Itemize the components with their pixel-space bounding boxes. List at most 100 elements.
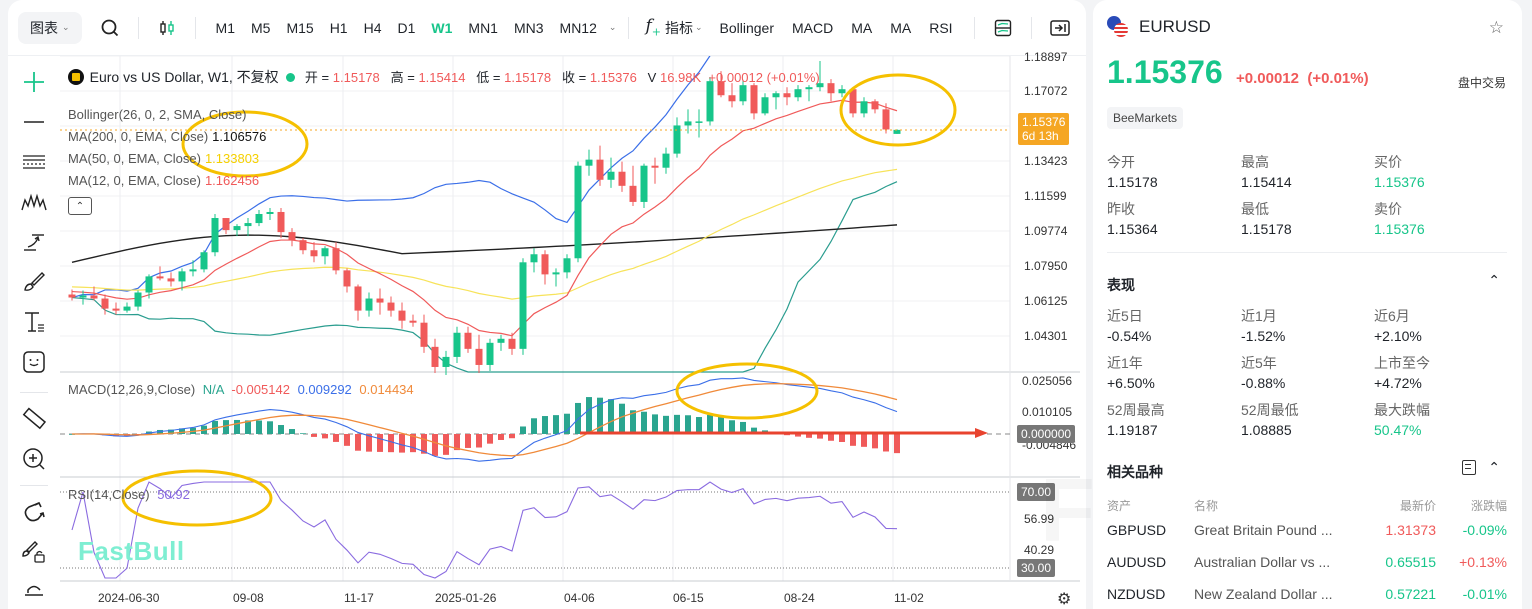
ma50-value: 1.133803: [204, 151, 260, 166]
collapse-performance-icon[interactable]: ⌃: [1488, 272, 1500, 288]
text-tool-icon[interactable]: [20, 308, 48, 336]
pattern-icon[interactable]: [20, 188, 48, 216]
perf-label: 52周最高: [1107, 402, 1165, 418]
legend-ma12[interactable]: MA(12, 0, EMA, Close) 1.162456: [68, 173, 259, 188]
rsi-value: 50.92: [157, 487, 190, 502]
related-asset: GBPUSD: [1107, 522, 1167, 538]
price-chart-canvas[interactable]: [60, 56, 1080, 609]
crosshair-icon[interactable]: [20, 68, 48, 96]
search-icon[interactable]: [94, 12, 126, 44]
timeframe-m15[interactable]: M15: [286, 19, 314, 36]
quote-value: 1.15178: [1241, 221, 1292, 237]
related-price: 0.57221: [1385, 586, 1436, 602]
emoji-icon[interactable]: [20, 348, 48, 376]
eu-us-flag-icon: [1107, 16, 1129, 38]
quote-value: 1.15364: [1107, 221, 1158, 237]
broker-tag[interactable]: BeeMarkets: [1107, 107, 1184, 129]
quote-ask: 卖价 1.15376: [1374, 199, 1425, 237]
quote-label: 卖价: [1374, 201, 1402, 217]
perf-value: -1.52%: [1241, 328, 1286, 344]
price-tick: 1.11599: [1024, 189, 1067, 203]
timeframe-mn12[interactable]: MN12: [559, 19, 597, 36]
quote-label: 今开: [1107, 154, 1135, 170]
indicator-ma-2[interactable]: MA: [890, 19, 912, 36]
rsi-tick: 40.29: [1024, 543, 1055, 557]
quote-open: 今开 1.15178: [1107, 152, 1158, 190]
indicator-bollinger[interactable]: Bollinger: [719, 19, 774, 36]
perf-1m: 近1月 -1.52%: [1241, 306, 1285, 344]
timeframe-mn1[interactable]: MN1: [468, 19, 498, 36]
timeframe-m5[interactable]: M5: [251, 19, 271, 36]
related-row-gbpusd[interactable]: GBPUSD Great Britain Pound ... 1.31373 -…: [1107, 518, 1507, 542]
chart-settings-icon[interactable]: ⚙: [1057, 591, 1072, 608]
layout-icon[interactable]: [987, 12, 1019, 44]
timeframe-mn3[interactable]: MN3: [513, 19, 544, 36]
brush-icon[interactable]: [20, 268, 48, 296]
horizontal-line-icon[interactable]: [20, 108, 48, 136]
performance-title: 表现: [1107, 277, 1135, 293]
timeframe-h4[interactable]: H4: [363, 19, 382, 36]
timeframe-w1[interactable]: W1: [431, 19, 453, 36]
legend-ma50[interactable]: MA(50, 0, EMA, Close) 1.133803: [68, 151, 259, 166]
related-name: New Zealand Dollar ...: [1194, 586, 1333, 602]
perf-52w-high: 52周最高 1.19187: [1107, 400, 1165, 438]
legend-bollinger[interactable]: Bollinger(26, 0, 2, SMA, Close): [68, 107, 246, 122]
trend-arrow-icon[interactable]: [20, 228, 48, 256]
session-status: 盘中交易: [1457, 76, 1506, 90]
chart-type-menu[interactable]: 图表 ⌄: [18, 11, 82, 44]
perf-max-drawdown: 最大跌幅 50.47%: [1374, 400, 1430, 438]
collapse-panel-icon[interactable]: [1044, 12, 1076, 44]
chart-plot-area[interactable]: Euro vs US Dollar, W1, 不复权 开 = 1.15178 高…: [60, 50, 1080, 609]
indicator-ma[interactable]: MA: [851, 19, 873, 36]
date-tick: 2024-06-30: [98, 591, 160, 605]
timeframe-more-chevron-icon[interactable]: ⌄: [608, 22, 617, 32]
divider: [1030, 16, 1032, 39]
divider: [973, 16, 975, 39]
perf-value: +6.50%: [1107, 375, 1155, 391]
legend-rsi[interactable]: RSI(14,Close) 50.92: [68, 487, 190, 502]
unlock-icon[interactable]: [20, 578, 48, 606]
symbol-info-panel: EURUSD ☆ 1.15376 +0.00012 (+0.01%) 盘中交易 …: [1093, 0, 1522, 609]
collapse-legend-button[interactable]: ⌃: [68, 197, 92, 215]
candlestick-icon[interactable]: [151, 12, 183, 44]
timeframe-m1[interactable]: M1: [215, 19, 235, 36]
ma50-label: MA(50, 0, EMA, Close): [68, 151, 201, 166]
timeframe-d1[interactable]: D1: [397, 19, 416, 36]
function-icon[interactable]: f+: [645, 16, 661, 39]
close-label: 收 =: [561, 70, 587, 85]
list-view-icon[interactable]: [1462, 460, 1476, 475]
ruler-icon[interactable]: [20, 404, 48, 432]
col-price: 最新价: [1399, 498, 1436, 513]
rsi-lower-badge: 30.00: [1017, 559, 1056, 577]
parallel-channel-icon[interactable]: [20, 148, 48, 176]
perf-value: 50.47%: [1374, 422, 1422, 438]
timeframe-h1[interactable]: H1: [329, 19, 348, 36]
macd-tick: 0.025056: [1022, 374, 1073, 388]
favorite-star-icon[interactable]: ☆: [1488, 18, 1504, 37]
quote-high: 最高 1.15414: [1241, 152, 1292, 190]
col-change: 涨跌幅: [1470, 498, 1507, 513]
collapse-related-icon[interactable]: ⌃: [1488, 459, 1500, 475]
perf-label: 近1月: [1241, 308, 1277, 324]
chart-menu-label: 图表: [30, 19, 58, 36]
related-row-audusd[interactable]: AUDUSD Australian Dollar vs ... 0.65515 …: [1107, 550, 1507, 574]
lock-drawings-icon[interactable]: [20, 538, 48, 566]
perf-value: 1.08885: [1241, 422, 1292, 438]
zoom-in-icon[interactable]: [20, 445, 48, 473]
legend-ma200[interactable]: MA(200, 0, EMA, Close) 1.106576: [68, 129, 266, 144]
indicator-rsi[interactable]: RSI: [929, 19, 953, 36]
magnet-icon[interactable]: [20, 498, 48, 526]
perf-5y: 近5年 -0.88%: [1241, 353, 1285, 391]
price-tick: 1.13423: [1024, 154, 1068, 168]
quote-prev-close: 昨收 1.15364: [1107, 199, 1158, 237]
divider: [137, 16, 139, 39]
change-value: +0.00012 (+0.01%): [708, 70, 820, 85]
indicator-macd[interactable]: MACD: [791, 19, 834, 36]
legend-macd[interactable]: MACD(12,26,9,Close) N/A -0.005142 0.0092…: [68, 382, 414, 397]
related-row-nzdusd[interactable]: NZDUSD New Zealand Dollar ... 0.57221 -0…: [1107, 582, 1507, 606]
indicators-button[interactable]: 指标: [664, 19, 693, 36]
open-label: 开 =: [304, 70, 330, 85]
high-value: 1.15414: [418, 70, 466, 85]
macd-value-2: 0.009292: [297, 382, 352, 397]
quote-label: 最低: [1241, 201, 1269, 217]
